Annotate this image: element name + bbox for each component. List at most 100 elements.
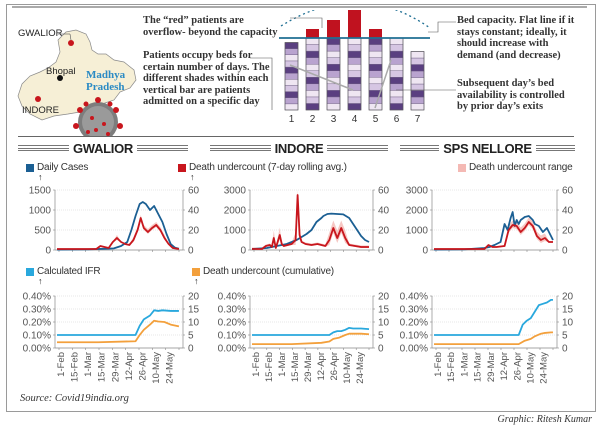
x-tick-label: 26-Apr [512,352,523,381]
day-label: 3 [331,114,337,125]
leader-capacity-note [428,21,456,33]
right-axis-arrow-icon: ↑ [190,172,195,182]
y-left-tick-label: 0.20% [23,318,51,329]
death-undercount-line [434,221,553,250]
x-tick-label: 12-Apr [124,352,135,381]
y-right-tick-label: 15 [188,305,200,316]
bed-segment [347,57,362,65]
x-tick-label: 1-Feb [56,352,67,377]
day-label: 7 [415,114,421,125]
y-left-tick-label: 0.40% [400,292,428,303]
day-label: 6 [394,114,400,125]
x-tick-label: 10-May [342,352,353,384]
x-tick-label: 29-Mar [486,352,497,382]
x-tick-label: 24-May [539,352,550,384]
daily-cases-line [251,212,370,250]
leader-occupancy-note [250,57,273,110]
bed-segment [305,77,320,85]
bed-segment [305,90,320,98]
y-right-tick-label: 0 [378,246,384,257]
x-tick-label: 1-Feb [251,352,262,377]
y-right-tick-label: 60 [188,186,200,197]
demand-arc [280,10,431,29]
ifr-line [252,326,370,336]
overflow-bar [369,29,382,38]
y-left-tick-label: 3000 [406,186,429,197]
y-right-tick-label: 5 [378,331,384,342]
y-left-tick-label: 0 [422,246,428,257]
x-tick-label: 15-Mar [290,352,301,382]
y-left-tick-label: 0.20% [400,318,428,329]
y-left-tick-label: 3000 [224,186,247,197]
x-tick-label: 15-Feb [264,352,275,382]
bed-segment [410,51,425,59]
bed-segment [284,97,299,105]
bed-segment [410,64,425,72]
bed-segment [347,37,362,45]
note-capacity: Bed capacity. Flat line if it stays cons… [457,15,575,61]
map-label-bhopal: Bhopal [46,66,76,77]
bed-segment [410,103,425,111]
y-right-tick-label: 20 [188,292,200,303]
legend-swatch-undercount-range [458,163,466,172]
bed-segment [410,83,425,91]
bed-segment [305,63,320,71]
bed-segment [368,96,383,104]
y-left-tick-label: 500 [34,226,51,237]
cumulative-undercount-line [252,332,370,346]
bed-segment [347,44,362,52]
source-note: Source: Covid19india.org [20,393,129,404]
ifr-line [57,309,179,336]
bed-segment [305,57,320,65]
chart-2: 0 0 1000 20 2000 40 3000 60 [224,186,390,257]
entry-arrow [374,59,392,109]
bed-segment [347,96,362,104]
graphic-credit: Graphic: Ritesh Kumar [497,414,592,425]
bed-segment [347,90,362,98]
bed-bar [410,51,425,111]
coronavirus-icon [73,97,123,136]
death-undercount-line [252,194,370,250]
y-right-tick-label: 10 [378,318,390,329]
city-title-indore: INDORE [210,140,389,156]
x-tick-label: 1-Feb [433,352,444,377]
bed-segment [326,63,341,71]
bed-segment [389,83,404,91]
x-tick-label: 15-Feb [70,352,81,382]
city-title-sps-nellore: SPS NELLORE [400,140,576,156]
bed-segment [368,44,383,52]
city-name: INDORE [274,140,324,156]
legend-swatch-cumulative [192,267,200,276]
y-right-tick-label: 40 [562,206,574,217]
legend-swatch-ifr [26,267,34,276]
bed-segment [389,90,404,98]
y-right-tick-label: 10 [188,318,200,329]
legend-swatch-death-undercount [178,163,186,172]
city-name: SPS NELLORE [443,140,532,156]
y-left-tick-label: 0.40% [23,292,51,303]
y-right-tick-label: 20 [562,226,574,237]
infographic-frame [6,4,596,412]
city-title-gwalior: GWALIOR [18,140,189,156]
bed-segment [326,50,341,58]
x-tick-label: 24-May [165,352,176,384]
indore-dot [35,96,41,102]
y-right-tick-label: 15 [378,305,390,316]
bed-segment [284,103,299,111]
bhopal-dot [57,75,63,81]
y-left-tick-label: 0.10% [218,331,246,342]
city-name: GWALIOR [73,140,134,156]
x-tick-label: 12-Apr [316,352,327,381]
x-tick-label: 1-Mar [83,352,94,377]
day-label: 4 [352,114,358,125]
x-tick-label: 10-May [526,352,537,384]
y-left-tick-label: 1000 [224,226,247,237]
bed-segment [326,44,341,52]
bed-segment [389,96,404,104]
y-left-tick-label: 0.00% [400,344,428,355]
y-left-tick-label: 0 [45,246,51,257]
cumulative-undercount-line [57,319,180,344]
y-right-tick-label: 20 [378,226,390,237]
y-left-tick-label: 0.20% [218,318,246,329]
